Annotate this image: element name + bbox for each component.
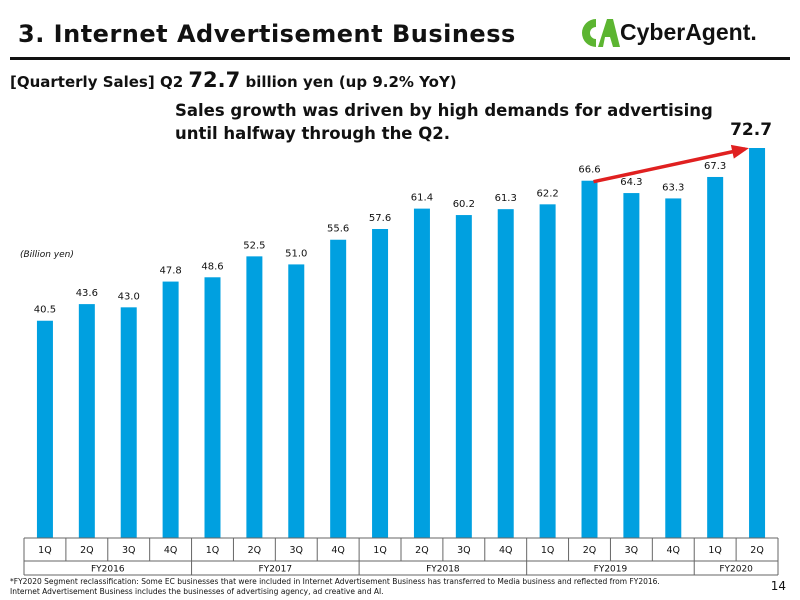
footnote-line-2: Internet Advertisement Business includes…	[10, 587, 384, 596]
bar	[539, 204, 556, 538]
x-tick-label: 4Q	[331, 545, 345, 556]
x-tick-label: 2Q	[750, 545, 764, 556]
x-tick-label: 1Q	[206, 545, 220, 556]
fiscal-year-label: FY2020	[719, 565, 753, 575]
bar	[372, 229, 389, 538]
footnote: *FY2020 Segment reclassification: Some E…	[10, 577, 660, 597]
x-tick-label: 4Q	[164, 545, 178, 556]
bar	[665, 198, 682, 539]
x-tick-label: 3Q	[625, 545, 639, 556]
ca-logo-icon	[582, 19, 620, 47]
growth-arrow-head	[730, 144, 749, 159]
x-tick-label: 2Q	[80, 545, 94, 556]
bar	[707, 176, 724, 538]
bar	[36, 320, 53, 538]
title-divider	[10, 57, 790, 60]
bar	[581, 180, 598, 539]
bar-value-label: 43.0	[118, 291, 140, 302]
x-tick-label: 1Q	[373, 545, 387, 556]
headline-bracket: [Quarterly Sales]	[10, 73, 155, 91]
headline-value-suffix: billion yen (up	[245, 73, 368, 91]
commentary-line-2: until halfway through the Q2.	[175, 124, 451, 143]
cyberagent-logo: CyberAgent.	[578, 15, 788, 53]
bar-value-label: 57.6	[369, 213, 391, 224]
bar	[497, 209, 514, 538]
bar	[120, 307, 137, 538]
bar-value-label: 51.0	[285, 248, 307, 259]
headline-yoy: 9.2	[372, 73, 399, 91]
bar-value-label: 52.5	[243, 240, 265, 251]
x-tick-label: 2Q	[415, 545, 429, 556]
headline-quarter: Q2	[159, 73, 184, 91]
commentary-line-1: Sales growth was driven by high demands …	[175, 101, 713, 120]
bar-value-label: 40.5	[34, 305, 56, 316]
logo-text: CyberAgent.	[620, 19, 757, 45]
bar-value-label: 48.6	[201, 261, 223, 272]
bar	[246, 256, 263, 538]
page-title: 3. Internet Advertisement Business	[18, 20, 516, 48]
bar	[204, 277, 221, 538]
bar-value-label: 67.3	[704, 161, 726, 172]
fiscal-year-label: FY2019	[594, 565, 628, 575]
fiscal-year-label: FY2017	[259, 565, 293, 575]
x-tick-label: 3Q	[457, 545, 471, 556]
bar	[330, 239, 347, 538]
bar	[78, 304, 95, 538]
bar-value-label: 43.6	[76, 288, 98, 299]
bar-value-label: 61.3	[495, 193, 517, 204]
bar-value-label: 66.6	[578, 165, 600, 176]
x-tick-label: 3Q	[122, 545, 136, 556]
fiscal-year-label: FY2016	[91, 565, 125, 575]
x-tick-label: 2Q	[248, 545, 262, 556]
growth-arrow-line	[593, 147, 746, 184]
bar	[162, 281, 179, 538]
bar-value-label: 61.4	[411, 193, 433, 204]
bar	[623, 193, 640, 539]
bar	[413, 208, 430, 538]
x-tick-label: 2Q	[583, 545, 597, 556]
bar-value-label: 47.8	[159, 266, 181, 277]
page-number: 14	[770, 579, 786, 593]
highlight-value-label: 72.7	[730, 120, 772, 140]
bar-value-label: 64.3	[620, 177, 642, 188]
x-tick-label: 1Q	[708, 545, 722, 556]
bar-value-label: 62.2	[536, 188, 558, 199]
x-tick-label: 1Q	[38, 545, 52, 556]
x-tick-label: 4Q	[667, 545, 681, 556]
bar-value-label: 55.6	[327, 224, 349, 235]
quarterly-sales-headline: [Quarterly Sales] Q2 72.7 billion yen (u…	[10, 68, 457, 92]
bar	[288, 264, 305, 538]
unit-label: (Billion yen)	[20, 250, 74, 260]
growth-commentary: Sales growth was driven by high demands …	[175, 99, 713, 145]
bar-value-label: 63.3	[662, 182, 684, 193]
headline-yoy-suffix: % YoY)	[398, 73, 457, 91]
x-tick-label: 4Q	[499, 545, 513, 556]
fiscal-year-label: FY2018	[426, 565, 460, 575]
bar	[455, 215, 472, 538]
headline-value: 72.7	[188, 68, 241, 92]
bar-value-label: 60.2	[453, 199, 475, 210]
footnote-line-1: *FY2020 Segment reclassification: Some E…	[10, 577, 660, 586]
x-tick-label: 3Q	[290, 545, 304, 556]
x-tick-label: 1Q	[541, 545, 555, 556]
bar	[749, 148, 766, 538]
